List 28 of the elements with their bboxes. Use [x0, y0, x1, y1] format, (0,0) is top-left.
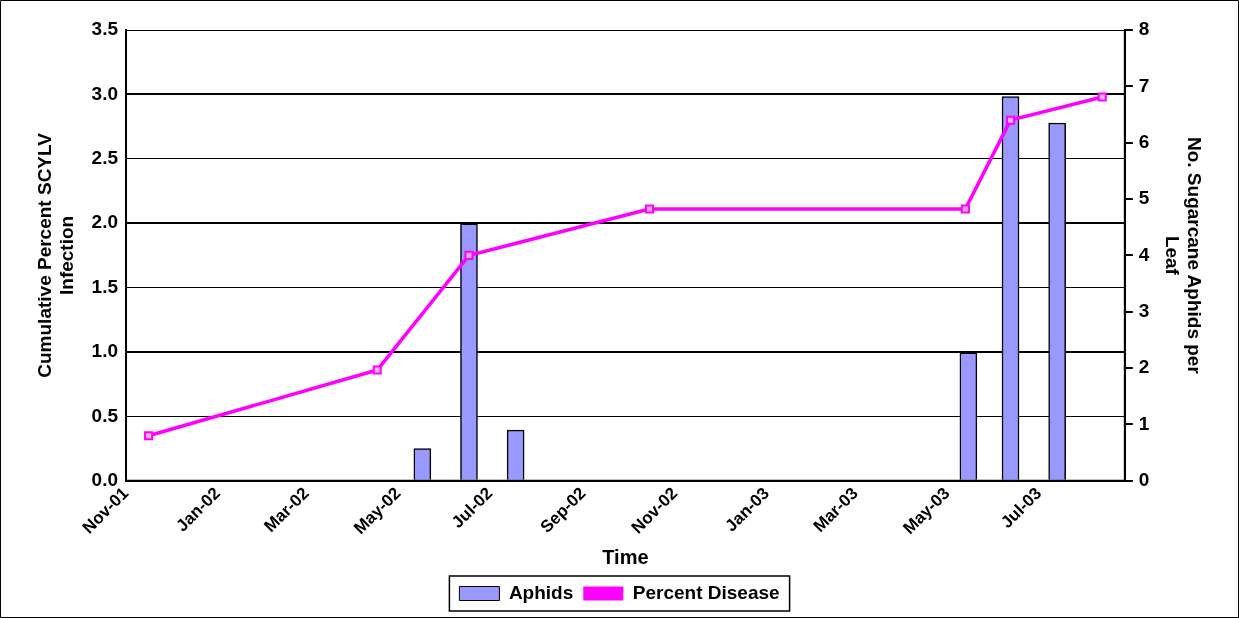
point: [1005, 115, 1016, 125]
x-axis-title: Time: [602, 545, 649, 568]
legend-label: Aphids: [508, 581, 574, 603]
y2-tick-label: 7: [1138, 74, 1150, 96]
point: [372, 365, 382, 375]
y2-tick-label: 1: [1138, 412, 1150, 434]
y-tick-label: 1.5: [91, 275, 119, 297]
y2-tick-label: 5: [1138, 187, 1150, 209]
y-tick-label: 2.0: [91, 211, 119, 233]
y2-tick-label: 0: [1138, 469, 1150, 491]
point: [960, 204, 970, 214]
y-tick-label: 3.5: [91, 18, 119, 40]
legend-label: Percent Disease: [632, 581, 780, 603]
y-tick-label: 0.5: [91, 404, 119, 426]
y-tick-label: 3.0: [91, 82, 119, 104]
point: [144, 431, 154, 441]
y2-tick-label: 4: [1138, 243, 1150, 265]
point: [644, 204, 655, 214]
y2-tick-label: 3: [1138, 299, 1150, 321]
y-tick-label: 1.0: [91, 340, 119, 362]
point: [464, 250, 474, 260]
point: [1097, 92, 1107, 102]
y2-tick-label: 8: [1138, 18, 1150, 40]
y2-tick-label: 2: [1138, 356, 1150, 378]
y2-tick-label: 6: [1138, 130, 1150, 152]
y2-axis-title: No. Sugarcane Aphids per Leaf: [1161, 136, 1206, 375]
y-tick-label: 2.5: [91, 147, 119, 169]
y-axis-title: Cumulative Percent SCYLV Infection: [33, 132, 78, 378]
